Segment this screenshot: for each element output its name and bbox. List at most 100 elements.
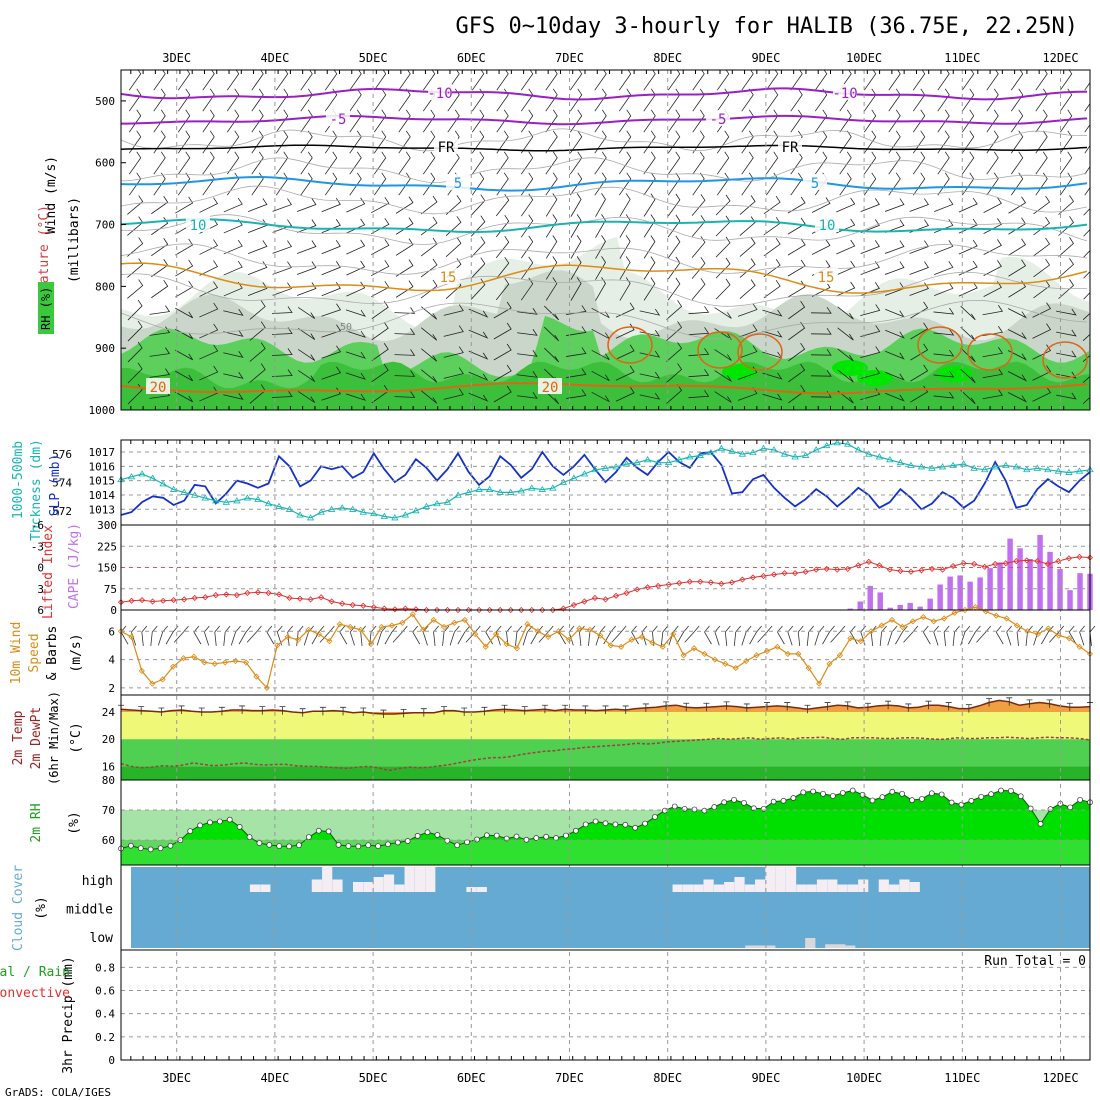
ylabel-rh-pct: (%) [67,811,82,834]
wind10m-barb [922,625,931,645]
wind10m-barb [724,625,731,646]
cloud-high-bar [899,879,910,892]
wind-barb [394,307,416,314]
cape-bar [967,581,973,610]
day-label-top: 12DEC [1042,51,1078,65]
precip-tick-label: 0.2 [95,1031,115,1044]
cloud-high-bar [260,884,271,892]
wind10m-point [795,650,802,657]
wind-barb [544,305,560,321]
isotherm-label-bg [706,110,730,126]
wind-barb [692,151,705,175]
ylabel-cloud-pct: (%) [34,896,49,919]
wind-barb [566,347,587,357]
wind-barb [960,368,976,384]
li-point [1002,560,1009,567]
wind-barb [272,261,293,275]
warm-contour [1042,341,1088,379]
wind-barb [545,172,558,196]
wind-barb [643,151,656,175]
wind-barb [271,390,293,398]
wind10m-barb [933,625,940,646]
thickness-point [759,444,768,451]
wind-barb [321,219,341,234]
rh-point [770,798,777,805]
cloud-high-bar [703,879,714,892]
thickness-point [812,446,820,453]
wind-barb [151,196,169,215]
temp-error-bar [279,706,286,715]
wind-barb [692,130,705,154]
wind-barb [545,277,558,301]
wind-barb [296,219,317,233]
temp-error-bar [319,706,326,716]
wind-barb [398,88,411,112]
rh-point [167,842,174,849]
wind10m-point [180,655,187,662]
temp-error-bar [461,707,468,716]
wind-barb [715,236,731,258]
wind-barb [910,364,929,382]
wind-barb [643,88,656,112]
thickness-point [928,464,936,471]
temp-error-bar [441,706,447,715]
cloud-high-bar [734,877,745,892]
li-point [244,589,251,597]
wind-barb [202,70,215,91]
wind10m-point [920,614,927,621]
wind-barb [1033,195,1051,215]
wind-barb [251,172,264,196]
cloud-high-bar [878,879,889,892]
wind-barb [321,387,342,401]
li-point [707,579,714,586]
li-point [676,580,683,587]
cloud-level-label: high [82,874,113,889]
wind10m-point [242,659,250,666]
cape-bar [937,584,943,610]
temp-error-bar [562,704,569,714]
li-point [739,576,746,583]
wind-barb [739,258,756,278]
wind-barb [153,151,166,175]
wind-barb [471,151,485,175]
isotherm-20 [121,382,1088,395]
wind10m-point [430,616,437,623]
rh-legend-swatch [38,282,54,334]
wind-barb [520,172,534,196]
wind-barb [248,282,268,296]
rh-point [315,827,322,834]
thickness-point [1002,461,1010,468]
temp-error-bar [521,706,528,715]
wind-barb [837,348,854,362]
rh-point [889,788,896,795]
wind-barb [271,348,293,356]
temp-band-below16 [121,766,1090,780]
wind-barb [1007,329,1028,340]
wind-barb [1033,279,1051,299]
day-label-bottom: 8DEC [653,1071,682,1085]
wind-barb [300,172,313,196]
wind-barb [471,88,485,112]
wind10m-barb [995,625,1004,645]
rh-point [839,790,846,796]
isotherm-label: FR [438,140,455,156]
wind-barb [445,195,462,216]
wind10m-point [378,623,385,631]
wind-barb [1083,207,1090,216]
cape-bar [1047,551,1053,610]
cape-bar [887,607,893,610]
wind-barb [570,193,582,217]
legend-convective: Convective [0,986,70,1001]
wind-barb [517,370,538,378]
wind-barb [909,198,929,212]
wind-barb [177,109,191,133]
rh-point [988,791,994,797]
rh-point [998,787,1004,794]
cloud-high-bar [404,867,415,892]
wind10m-barb [384,625,398,645]
temp-error-bar [622,705,629,714]
wind-barb [741,172,754,196]
wind-barb [863,151,877,175]
wind10m-point [941,615,948,622]
